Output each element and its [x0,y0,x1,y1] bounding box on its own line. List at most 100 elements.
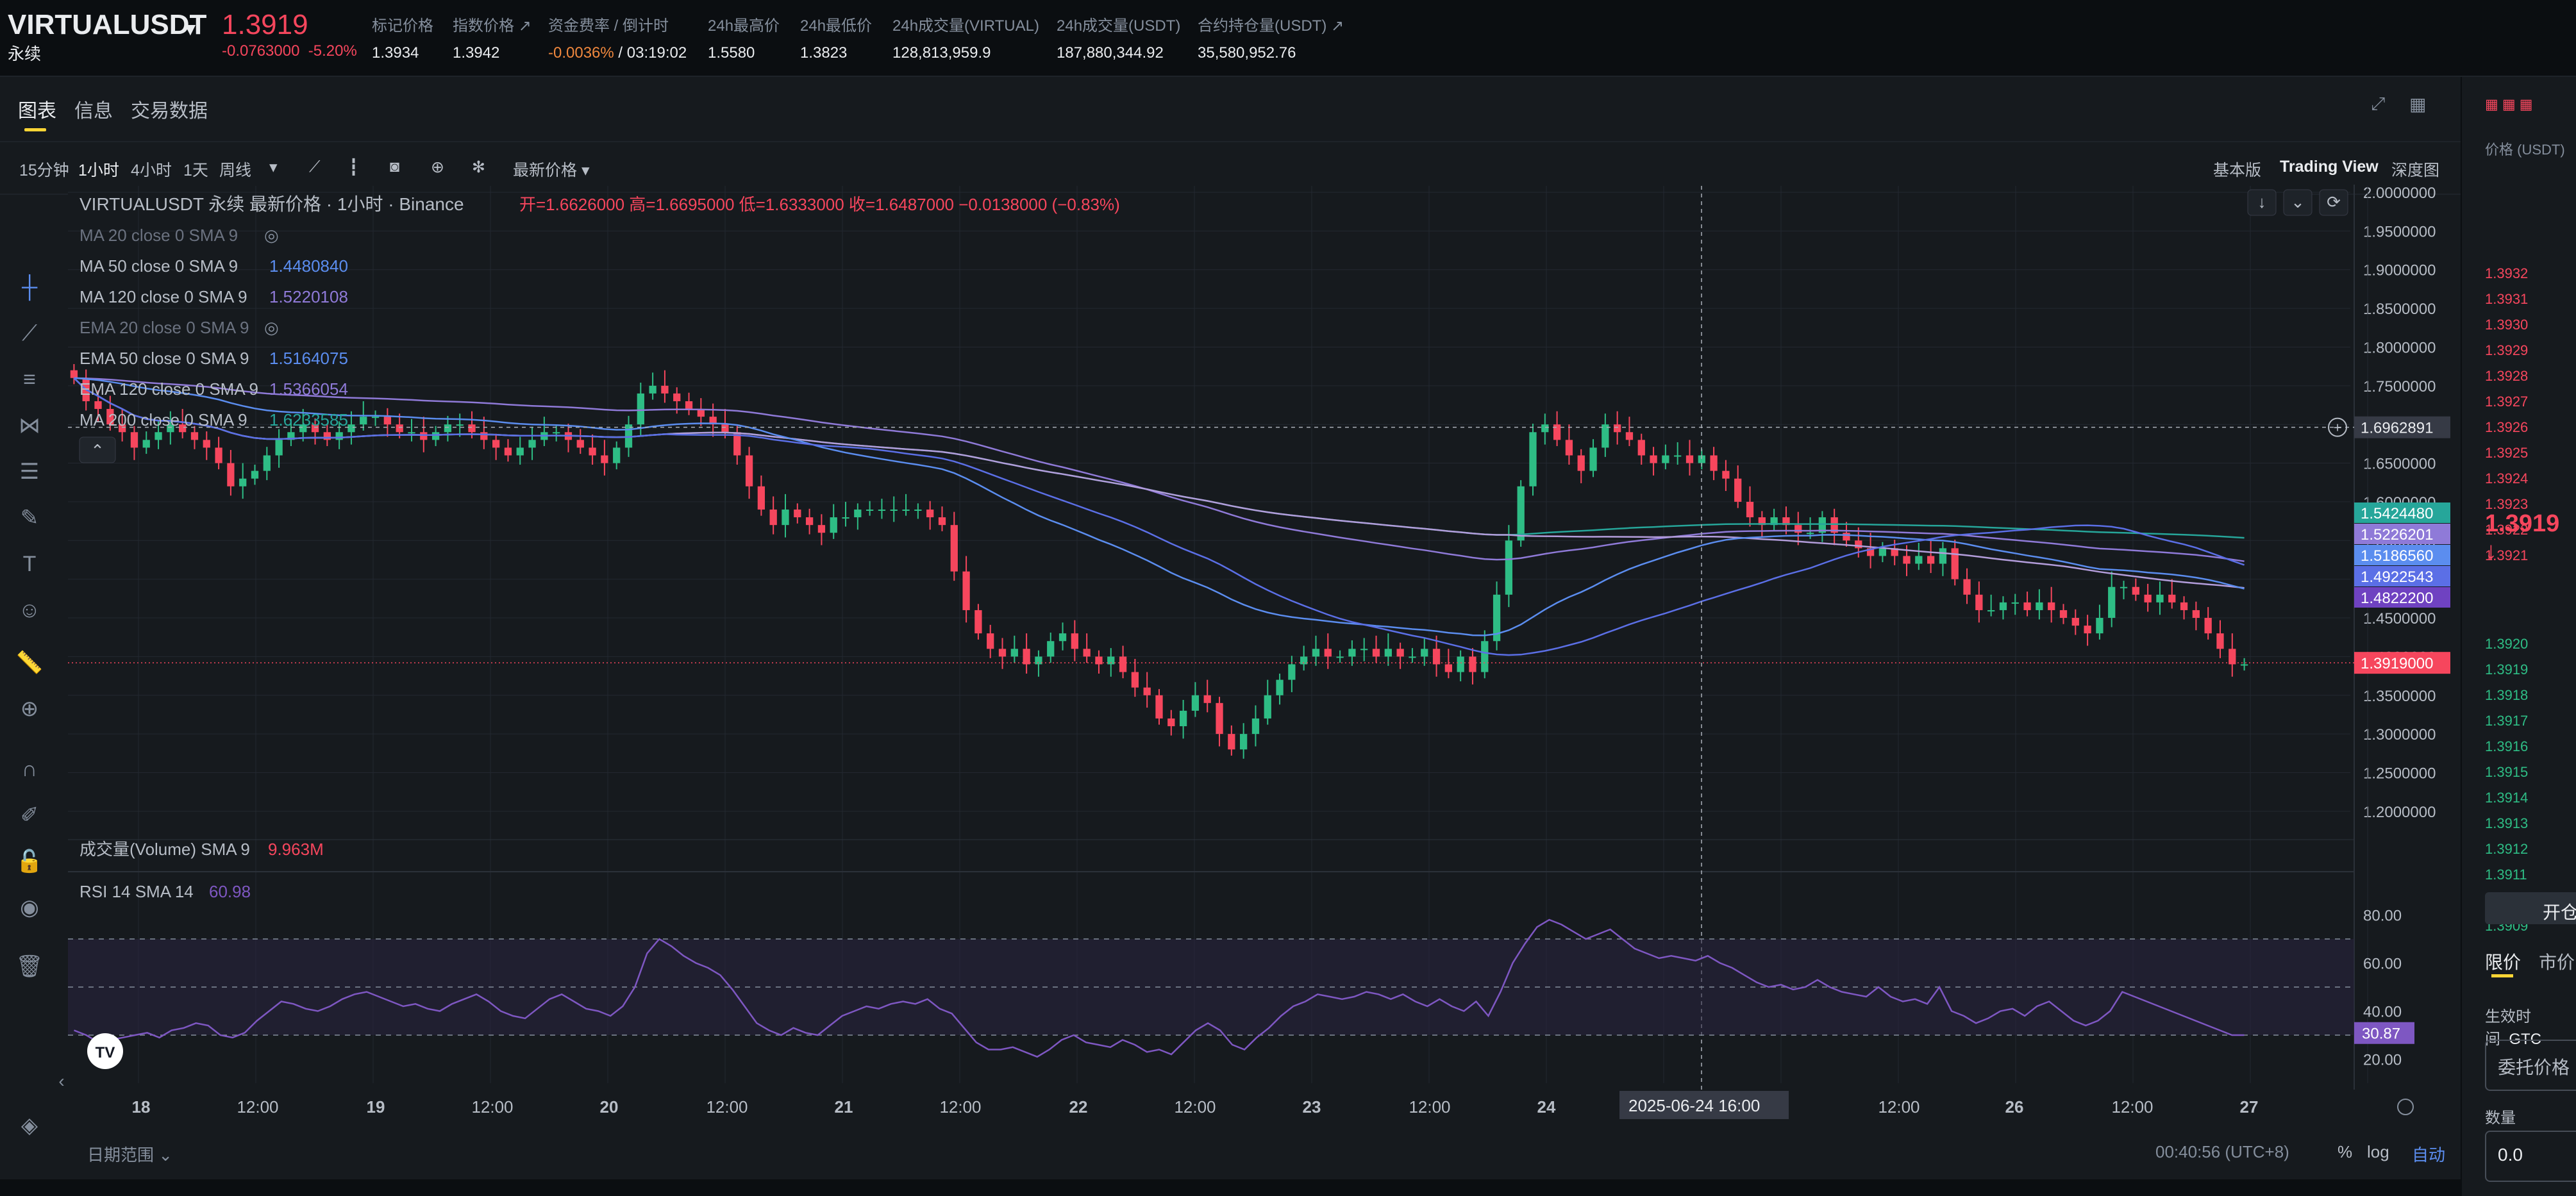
log-toggle[interactable]: log [2367,1142,2389,1161]
y-tick-label: 1.7500000 [2363,378,2436,395]
text-icon[interactable]: T [22,552,37,576]
ask-price[interactable]: 1.3929 [2485,342,2529,358]
expand-icon[interactable]: ⤢ [2371,94,2386,113]
percent-toggle[interactable]: % [2338,1142,2353,1161]
more-intervals-icon[interactable]: ▾ [269,158,278,176]
magnet-icon[interactable]: ∩ [21,757,38,781]
symbol-dropdown-icon[interactable]: ▼ [181,19,199,39]
ask-price[interactable]: 1.3924 [2485,470,2529,486]
bid-price[interactable]: 1.3911 [2485,867,2527,883]
candle-body [1372,649,1380,657]
candle-body [420,432,428,440]
ask-price[interactable]: 1.3928 [2485,368,2529,384]
open-position-button[interactable]: 开仓 [2485,892,2576,924]
y-tick-label: 1.8500000 [2363,301,2436,318]
candle-body [1951,548,1959,579]
order-tab-limit[interactable]: 限价 [2485,952,2522,972]
interval-4h[interactable]: 4小时 [131,162,172,179]
bid-price[interactable]: 1.3917 [2485,713,2529,729]
ask-price[interactable]: 1.3921 [2485,547,2529,563]
candle-type-icon[interactable]: ┇ [349,158,359,176]
candle-body [902,510,910,511]
bid-price[interactable]: 1.3920 [2485,636,2529,652]
stat-value: 35,580,952.76 [1198,44,1296,62]
view-tradingview[interactable]: Trading View [2280,158,2379,176]
tab-chart[interactable]: 图表 [18,101,56,122]
candle-body [190,432,199,440]
indicators-icon[interactable]: ⟋ [309,158,321,176]
ask-price[interactable]: 1.3932 [2485,265,2529,281]
bid-price[interactable]: 1.3914 [2485,790,2529,806]
candle-body [1264,695,1271,718]
bid-price[interactable]: 1.3918 [2485,687,2529,703]
rsi-label: RSI 14 SMA 14 [79,882,194,901]
stat-value: 1.3942 [453,44,500,62]
tab-trading-data[interactable]: 交易数据 [131,101,208,122]
bid-price[interactable]: 1.3915 [2485,764,2529,780]
orderbook-mode-icon[interactable]: ▦ ▦ ▦ [2485,96,2533,112]
zoom-icon[interactable]: ⊕ [20,697,39,721]
ask-price[interactable]: 1.3927 [2485,394,2529,410]
pattern-icon[interactable]: ⋈ [19,413,40,438]
brush-icon[interactable]: ✎ [20,506,39,530]
candle-body [1722,470,1730,479]
ask-price[interactable]: 1.3931 [2485,291,2529,307]
ruler-icon[interactable]: 📏 [15,651,44,675]
price-chart[interactable]: 2.0000000 1.9500000 1.9000000 1.8500000 1.80… [0,0,2461,1196]
ask-price[interactable]: 1.3930 [2485,317,2529,333]
pencil-lock-icon[interactable]: ✐ [20,803,39,827]
settings-icon[interactable]: ✻ [472,158,485,176]
interval-1h[interactable]: 1小时 [78,162,119,179]
interval-1w[interactable]: 周线 [219,162,252,179]
symbol-name[interactable]: VIRTUALUSDT [8,9,207,40]
qty-input[interactable]: 0.0 [2485,1131,2576,1182]
auto-toggle[interactable]: 自动 [2412,1145,2446,1165]
ask-price[interactable]: 1.3925 [2485,445,2529,461]
candle-body [1602,424,1609,448]
last-price-tag-bg [2354,652,2450,674]
rsi-tick-label: 60.00 [2363,956,2402,973]
layout-grid-icon[interactable]: ▦ [2409,94,2427,114]
rsi-tick-label: 80.00 [2363,908,2402,925]
layers-icon[interactable]: ◈ [21,1113,38,1138]
interval-15m[interactable]: 15分钟 [19,162,69,179]
eye-icon[interactable]: ◉ [20,895,39,920]
ma-tag: 1.4922543 [2361,569,2433,586]
candle-body [745,455,753,486]
view-basic[interactable]: 基本版 [2213,162,2262,179]
bid-price[interactable]: 1.3913 [2485,815,2529,831]
crosshair-icon[interactable]: ┼ [21,275,38,299]
price-type-select[interactable]: 最新价格 ▾ [513,162,590,179]
price-input[interactable]: 委托价格 [2485,1040,2576,1091]
candle-body [360,417,367,425]
candle-body [1505,540,1513,595]
lock-icon[interactable]: 🔓 [15,849,44,874]
candle-body [1336,656,1344,658]
order-tab-market[interactable]: 市价 [2539,952,2575,972]
bid-price[interactable]: 1.3919 [2485,661,2529,677]
tv-logo-bg [87,1033,123,1069]
candle-body [1614,424,1621,433]
hlines-icon[interactable]: ≡ [23,367,36,392]
ask-price[interactable]: 1.3922 [2485,522,2529,538]
emoji-icon[interactable]: ☺ [18,598,41,622]
date-range-button[interactable]: 日期范围 ⌄ [87,1145,173,1165]
x-tick-label: 12:00 [2111,1097,2153,1117]
tab-info[interactable]: 信息 [74,101,113,122]
stat-value: -0.0036% / 03:19:02 [548,44,687,62]
ask-price[interactable]: 1.3923 [2485,496,2529,512]
stat-label: 指数价格 ↗ [453,17,531,35]
add-icon[interactable]: ⊕ [431,158,444,176]
trash-icon[interactable]: 🗑 [15,954,44,979]
candle-body [1240,734,1248,750]
ask-price[interactable]: 1.3926 [2485,419,2529,435]
trendline-icon[interactable]: ⟋ [22,321,37,345]
view-depth[interactable]: 深度图 [2391,162,2440,179]
bid-price[interactable]: 1.3916 [2485,738,2529,754]
bid-price[interactable]: 1.3912 [2485,841,2529,857]
interval-1d[interactable]: 1天 [183,162,208,179]
stat-value: 1.3823 [800,44,848,62]
camera-icon[interactable]: ◙ [390,158,400,176]
fib-icon[interactable]: ☰ [19,460,40,484]
y-tick-label: 1.2500000 [2363,765,2436,782]
